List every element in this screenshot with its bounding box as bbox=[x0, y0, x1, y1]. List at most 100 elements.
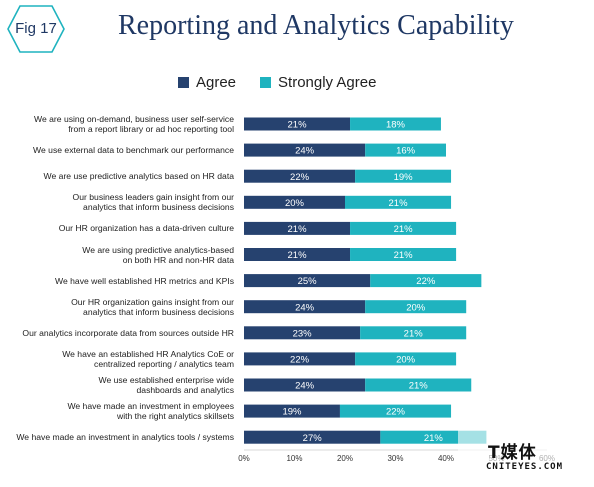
data-label: 18% bbox=[386, 120, 406, 131]
data-label: 21% bbox=[394, 250, 414, 261]
category-label-line: Our business leaders gain insight from o… bbox=[72, 192, 234, 203]
legend-item-strongly-agree: Strongly Agree bbox=[260, 74, 376, 91]
bar-agree bbox=[244, 300, 366, 314]
category-label: Our business leaders gain insight from o… bbox=[0, 192, 234, 212]
data-label: 24% bbox=[295, 146, 315, 157]
figure-number: Fig 17 bbox=[15, 20, 57, 37]
category-label-line: analytics that inform business decisions bbox=[83, 306, 234, 317]
data-label: 22% bbox=[416, 276, 436, 287]
category-label-line: We have well established HR metrics and … bbox=[55, 275, 234, 286]
category-label: We have made an investment in analytics … bbox=[0, 432, 234, 442]
data-label: 27% bbox=[303, 433, 323, 444]
data-label: 20% bbox=[406, 302, 426, 313]
x-tick-label: 10% bbox=[286, 454, 302, 463]
category-label-line: Our analytics incorporate data from sour… bbox=[22, 327, 234, 338]
data-label: 21% bbox=[409, 381, 429, 392]
chart-legend: Agree Strongly Agree bbox=[178, 74, 400, 91]
category-label: We use external data to benchmark our pe… bbox=[0, 145, 234, 155]
figure-badge: Fig 17 bbox=[6, 4, 66, 54]
category-label-line: dashboards and analytics bbox=[136, 385, 234, 395]
category-label-line: We are using on-demand, business user se… bbox=[34, 114, 234, 124]
data-label: 21% bbox=[394, 224, 414, 235]
data-label: 22% bbox=[290, 172, 310, 183]
category-label-line: We are use predictive analytics based on… bbox=[43, 171, 234, 182]
category-label: Our HR organization has a data-driven cu… bbox=[0, 223, 234, 233]
category-label-line: Our HR organization has a data-driven cu… bbox=[58, 223, 234, 234]
data-label: 24% bbox=[295, 381, 315, 392]
data-label: 16% bbox=[396, 146, 416, 157]
category-label: We are using predictive analytics-based o… bbox=[0, 245, 234, 265]
legend-label-agree: Agree bbox=[196, 73, 237, 91]
category-label-line: from a report library or ad hoc reportin… bbox=[68, 124, 234, 134]
bar-strongly-agree bbox=[355, 169, 452, 183]
category-label-line: centralized reporting / analytics team bbox=[94, 358, 234, 369]
watermark-backdrop bbox=[458, 427, 594, 487]
bar-strongly-agree bbox=[370, 274, 482, 288]
bar-strongly-agree bbox=[365, 378, 472, 392]
data-label: 20% bbox=[396, 355, 416, 366]
bar-strongly-agree bbox=[350, 221, 457, 235]
bar-strongly-agree bbox=[350, 117, 441, 131]
watermark-url: CNITEYES.COM bbox=[486, 462, 564, 472]
data-label: 19% bbox=[394, 172, 414, 183]
bar-agree bbox=[244, 221, 351, 235]
category-label-line: We have made an investment in analytics … bbox=[16, 432, 234, 443]
bar-agree bbox=[244, 404, 340, 418]
legend-label-strongly-agree: Strongly Agree bbox=[278, 73, 377, 91]
bar-strongly-agree bbox=[345, 195, 452, 209]
bar-agree bbox=[244, 352, 356, 366]
category-label-line: Our HR organization gains insight from o… bbox=[71, 296, 234, 307]
bar-agree bbox=[244, 274, 371, 288]
category-label-line: We use established enterprise wide bbox=[98, 375, 234, 385]
data-label: 21% bbox=[424, 433, 444, 444]
category-label-line: We have made an investment in employees bbox=[67, 401, 234, 412]
x-tick-label: 20% bbox=[337, 454, 353, 463]
category-label: We are use predictive analytics based on… bbox=[0, 171, 234, 181]
bar-agree bbox=[244, 430, 381, 444]
bar-agree bbox=[244, 248, 351, 261]
category-label: We have well established HR metrics and … bbox=[0, 276, 234, 286]
legend-item-agree: Agree bbox=[178, 74, 236, 91]
bar-strongly-agree bbox=[365, 300, 467, 314]
bar-agree bbox=[244, 195, 345, 209]
category-label: We are using on-demand, business user se… bbox=[0, 114, 234, 134]
x-tick-label: 0% bbox=[238, 454, 250, 463]
bar-agree bbox=[244, 117, 351, 131]
category-label-line: We have an established HR Analytics CoE … bbox=[62, 348, 234, 359]
category-label-line: We use external data to benchmark our pe… bbox=[33, 145, 234, 156]
bar-agree bbox=[244, 326, 361, 340]
category-label: We have made an investment in employees w… bbox=[0, 401, 234, 421]
category-label-line: on both HR and non-HR data bbox=[122, 254, 234, 265]
bar-strongly-agree bbox=[365, 143, 446, 157]
bar-agree bbox=[244, 143, 366, 157]
category-label: We have an established HR Analytics CoE … bbox=[0, 349, 234, 369]
category-label: Our HR organization gains insight from o… bbox=[0, 297, 234, 317]
legend-swatch-strongly-agree bbox=[260, 76, 272, 88]
bar-strongly-agree bbox=[360, 326, 467, 340]
data-label: 21% bbox=[288, 250, 308, 261]
category-label-line: We are using predictive analytics-based bbox=[82, 244, 234, 255]
data-label: 23% bbox=[293, 328, 313, 339]
chart-title: Reporting and Analytics Capability bbox=[118, 10, 514, 41]
x-tick-label: 40% bbox=[438, 454, 454, 463]
category-label: We use established enterprise wide dashbo… bbox=[0, 375, 234, 395]
category-label-line: with the right analytics skillsets bbox=[116, 411, 234, 422]
data-label: 21% bbox=[389, 198, 409, 209]
bar-agree bbox=[244, 169, 356, 183]
data-label: 24% bbox=[295, 302, 315, 313]
bar-strongly-agree bbox=[355, 352, 457, 366]
data-label: 22% bbox=[290, 355, 310, 366]
data-label: 21% bbox=[404, 328, 424, 339]
bar-strongly-agree bbox=[350, 248, 457, 261]
legend-swatch-agree bbox=[178, 76, 189, 88]
watermark-logo: T媒体 bbox=[488, 438, 537, 463]
category-label-line: analytics that inform business decisions bbox=[83, 202, 234, 213]
bar-agree bbox=[244, 378, 366, 392]
bar-strongly-agree bbox=[339, 404, 452, 418]
data-label: 21% bbox=[288, 120, 308, 131]
data-label: 25% bbox=[298, 276, 318, 287]
watermark-main: T媒体 bbox=[488, 443, 537, 463]
hexagon-icon bbox=[7, 5, 65, 53]
x-tick-label: 30% bbox=[387, 454, 403, 463]
